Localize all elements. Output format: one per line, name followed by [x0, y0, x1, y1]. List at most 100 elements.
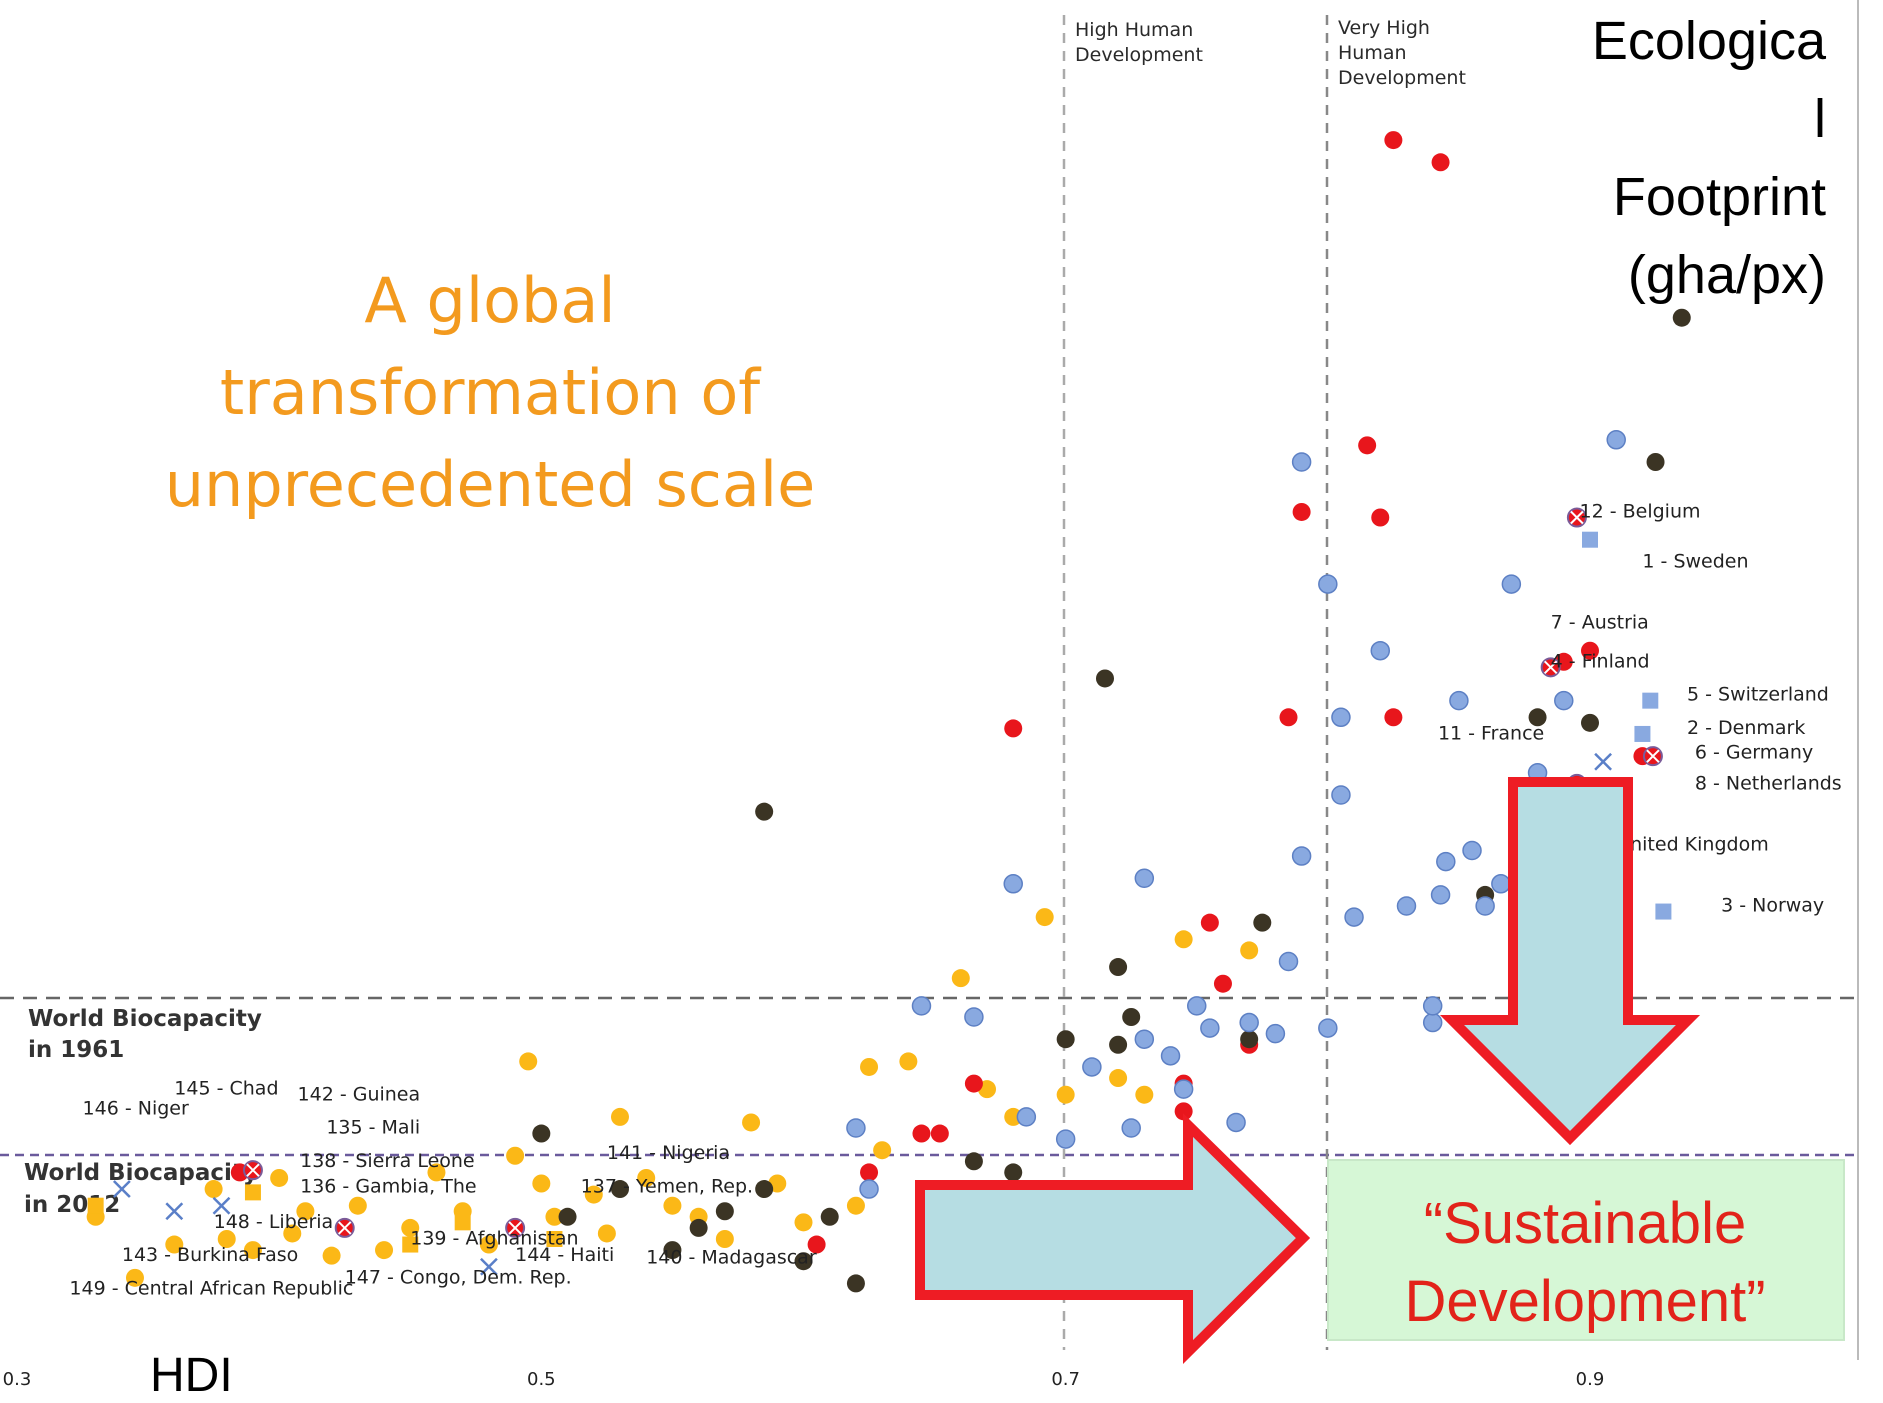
data-point-s1-p20	[1431, 153, 1450, 172]
data-point-s3-p3	[964, 1007, 984, 1027]
data-point-s2-p13	[1056, 1030, 1075, 1049]
data-point-s0-p18	[532, 1174, 551, 1193]
data-point-s0-p6	[270, 1168, 289, 1187]
data-point-s0-p3	[204, 1180, 223, 1199]
bio-1961-line-2: in 1961	[28, 1037, 124, 1063]
data-point-s1-p3	[807, 1235, 826, 1254]
data-point-s0-p34	[951, 969, 970, 988]
data-point-s6-p6	[1642, 746, 1663, 767]
sd-line-2: Development”	[1404, 1269, 1766, 1334]
data-point-s2-p9	[846, 1274, 865, 1293]
data-point-s2-p4	[689, 1218, 708, 1237]
data-point-s0-p32	[873, 1141, 892, 1160]
data-point-s6-p3	[1566, 507, 1587, 528]
data-point-s3-p8	[1121, 1118, 1141, 1138]
data-point-s7-p4	[1594, 752, 1612, 771]
data-point-s5-p2	[402, 1236, 419, 1253]
data-point-s2-p21	[1528, 708, 1547, 727]
country-label-2: 7 - Austria	[1551, 612, 1649, 634]
data-point-s3-p29	[1422, 996, 1443, 1016]
data-point-s3-p12	[1173, 1079, 1194, 1099]
country-label-15: 141 - Nigeria	[607, 1142, 730, 1164]
data-point-s4-p3	[1655, 903, 1672, 920]
data-point-s3-p14	[1200, 1018, 1220, 1038]
data-point-s4-p0	[1582, 531, 1598, 548]
data-point-s2-p22	[1581, 713, 1599, 732]
data-point-s6-p1	[334, 1217, 355, 1238]
y-axis-label: Ecologica l Footprint (gha/px)	[1466, 2, 1826, 314]
data-point-s0-p21	[597, 1224, 616, 1243]
very-high-development-label: Very High Human Development	[1338, 17, 1466, 89]
data-point-s2-p16	[1109, 958, 1128, 977]
data-point-s5-p3	[546, 1231, 563, 1247]
data-point-s0-p17	[519, 1052, 538, 1071]
data-point-s3-p6	[1055, 1129, 1076, 1149]
data-point-s0-p8	[296, 1202, 315, 1221]
data-point-s1-p14	[1279, 708, 1298, 727]
data-point-s2-p19	[1253, 913, 1272, 932]
data-point-s1-p17	[1371, 508, 1390, 527]
data-point-s0-p38	[1035, 908, 1054, 927]
data-point-s1-p10	[1174, 1102, 1193, 1121]
down-arrow	[1439, 777, 1701, 1146]
country-label-23: 140 - Madagascar	[646, 1246, 817, 1268]
data-point-s1-p19	[1384, 131, 1403, 150]
data-point-s0-p15	[479, 1235, 498, 1254]
data-point-s0-p10	[348, 1196, 367, 1215]
data-point-s3-p31	[1436, 851, 1456, 872]
country-label-20: 139 - Afghanistan	[410, 1228, 578, 1250]
data-point-s3-p34	[1475, 896, 1495, 916]
country-label-5: 2 - Denmark	[1687, 717, 1805, 739]
data-point-s3-p25	[1344, 907, 1364, 927]
data-point-s3-p19	[1291, 846, 1312, 866]
high-development-label-2: Development	[1075, 44, 1203, 66]
country-label-13: 146 - Niger	[83, 1098, 189, 1120]
data-point-s0-p4	[217, 1230, 236, 1248]
headline-line-3: unprecedented scale	[164, 448, 816, 521]
data-point-s1-p8	[1004, 719, 1023, 738]
data-point-s2-p15	[1109, 1035, 1128, 1054]
very-high-label-3: Development	[1338, 67, 1466, 89]
sustainable-development-text: “Sustainable Development”	[1330, 1185, 1840, 1341]
data-point-s6-p2	[505, 1217, 526, 1238]
country-label-12: 142 - Guinea	[298, 1083, 421, 1105]
biocapacity-2012-label: World Biocapacity in 2012	[24, 1160, 258, 1218]
x-tick-label-2: 0.7	[1051, 1369, 1080, 1390]
scatter-points	[86, 131, 1691, 1293]
data-point-s3-p26	[1370, 640, 1391, 661]
data-point-s3-p22	[1318, 1018, 1338, 1038]
data-point-s3-p1	[859, 1179, 879, 1199]
data-point-s2-p18	[1240, 1030, 1259, 1049]
very-high-label-2: Human	[1338, 42, 1407, 64]
data-point-s7-p3	[480, 1257, 498, 1276]
headline: A global transformation of unprecedented…	[120, 255, 860, 531]
data-point-s3-p28	[1422, 1012, 1443, 1033]
x-axis-ticks: 0.3 0.5 0.7 0.9	[3, 1369, 1605, 1390]
data-point-s7-p2	[212, 1196, 231, 1215]
data-point-s1-p6	[930, 1124, 949, 1143]
data-point-s2-p1	[558, 1207, 577, 1226]
data-point-s0-p33	[899, 1052, 918, 1071]
data-point-s0-p22	[610, 1107, 629, 1126]
headline-line-1: A global	[364, 264, 616, 337]
data-point-s5-p0	[87, 1197, 104, 1214]
country-label-25: 147 - Congo, Dem. Rep.	[345, 1266, 572, 1288]
data-point-s2-p10	[755, 802, 774, 821]
data-point-s3-p30	[1430, 885, 1451, 905]
data-point-s2-p3	[663, 1241, 682, 1260]
data-point-s0-p30	[846, 1196, 865, 1215]
data-point-s2-p2	[610, 1180, 629, 1199]
data-point-s1-p5	[912, 1124, 931, 1143]
data-point-s0-p42	[1240, 941, 1259, 960]
data-point-s7-p0	[112, 1180, 131, 1198]
data-point-s0-p2	[165, 1235, 184, 1254]
country-label-7: 6 - Germany	[1695, 741, 1813, 763]
country-label-9: United Kingdom	[1616, 834, 1769, 856]
country-label-17: 136 - Gambia, The	[300, 1175, 476, 1197]
data-point-s3-p36	[1501, 574, 1522, 594]
data-point-s1-p18	[1384, 708, 1403, 727]
data-point-s0-p9	[322, 1246, 341, 1265]
right-arrow	[915, 1113, 1311, 1364]
data-point-s3-p0	[846, 1118, 866, 1138]
data-point-s2-p12	[1004, 1163, 1023, 1182]
